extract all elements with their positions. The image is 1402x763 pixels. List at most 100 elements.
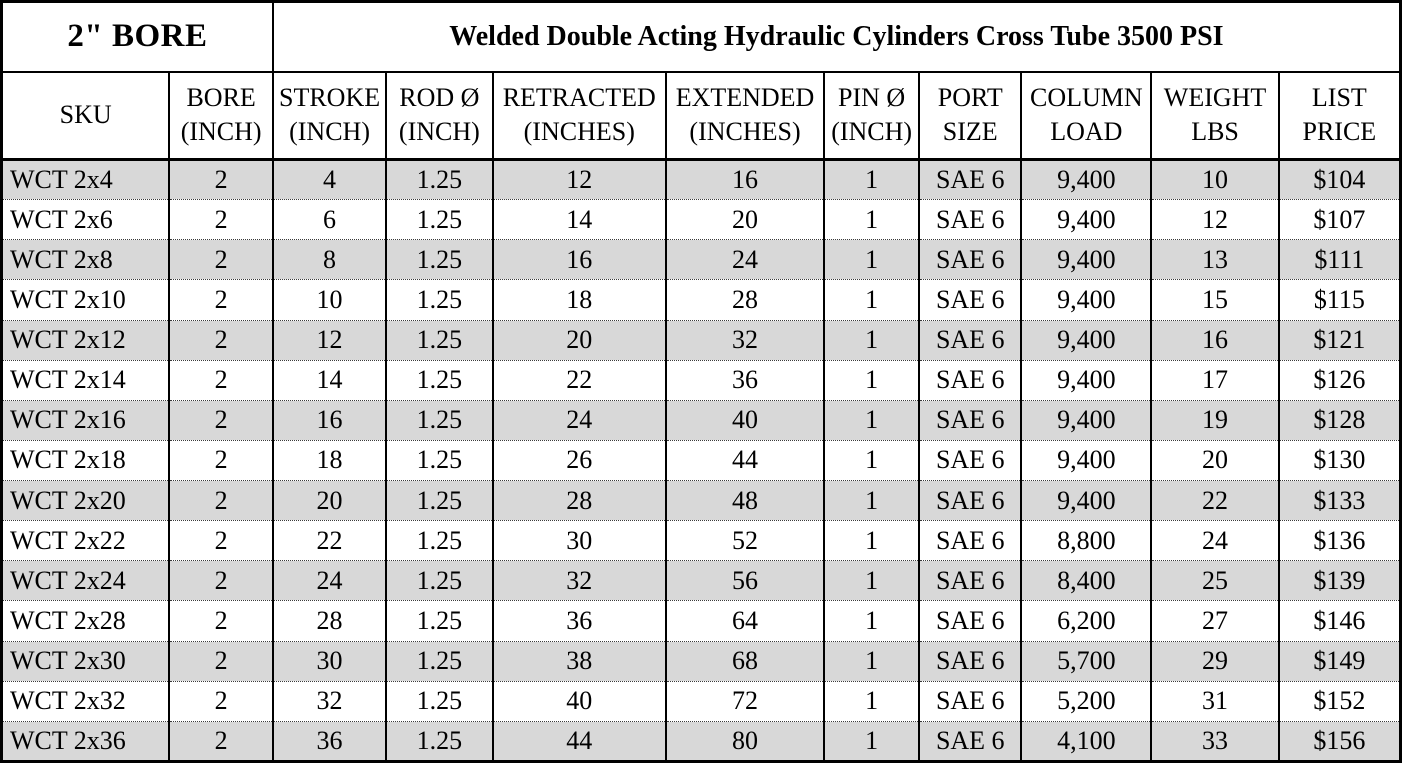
cell-column-load: 9,400 bbox=[1020, 199, 1153, 241]
column-header-weight: WEIGHT LBS bbox=[1150, 70, 1280, 161]
cell-sku: WCT 2x16 bbox=[0, 399, 171, 441]
column-header-line: EXTENDED bbox=[675, 83, 815, 113]
cell-retracted: 30 bbox=[491, 520, 667, 562]
cell-stroke: 10 bbox=[271, 279, 388, 321]
column-header-pin-dia: PIN Ø (INCH) bbox=[823, 70, 921, 161]
table-title: Welded Double Acting Hydraulic Cylinders… bbox=[271, 0, 1402, 73]
cell-rod-dia: 1.25 bbox=[385, 680, 494, 722]
cell-extended: 32 bbox=[664, 319, 826, 361]
cell-port-size: SAE 6 bbox=[918, 520, 1023, 562]
column-header-line: (INCHES) bbox=[523, 117, 635, 147]
cell-retracted: 36 bbox=[491, 600, 667, 642]
column-header-line: ROD Ø bbox=[399, 83, 480, 113]
cell-rod-dia: 1.25 bbox=[385, 319, 494, 361]
cell-column-load: 8,400 bbox=[1020, 560, 1153, 602]
cell-retracted: 38 bbox=[491, 640, 667, 682]
cell-port-size: SAE 6 bbox=[918, 439, 1023, 482]
cell-bore: 2 bbox=[168, 199, 274, 241]
cell-list-price: $115 bbox=[1277, 279, 1402, 321]
column-header-line: WEIGHT bbox=[1163, 83, 1267, 113]
cell-port-size: SAE 6 bbox=[918, 359, 1023, 401]
cell-stroke: 22 bbox=[271, 520, 388, 562]
cell-weight: 29 bbox=[1150, 640, 1280, 682]
cell-extended: 64 bbox=[664, 600, 826, 642]
cell-rod-dia: 1.25 bbox=[385, 279, 494, 321]
cell-list-price: $156 bbox=[1277, 720, 1402, 763]
cell-list-price: $149 bbox=[1277, 640, 1402, 682]
column-header-line: (INCH) bbox=[831, 117, 913, 147]
column-header-line: (INCH) bbox=[398, 117, 480, 147]
cell-retracted: 22 bbox=[491, 359, 667, 401]
cell-weight: 17 bbox=[1150, 359, 1280, 401]
column-header-line: (INCH) bbox=[289, 117, 370, 147]
column-header-line: (INCHES) bbox=[689, 117, 801, 147]
column-header-row: SKU BORE (INCH) STROKE (INCH) ROD Ø (INCH) RETR… bbox=[0, 70, 1402, 161]
cell-column-load: 9,400 bbox=[1020, 439, 1153, 482]
table-row: WCT 2x24 2 24 1.25 32 56 1 SAE 6 8,400 25 $139 bbox=[0, 560, 1402, 602]
cell-sku: WCT 2x10 bbox=[0, 279, 171, 321]
cell-rod-dia: 1.25 bbox=[385, 479, 494, 522]
cell-stroke: 24 bbox=[271, 560, 388, 602]
cell-list-price: $152 bbox=[1277, 680, 1402, 722]
cell-port-size: SAE 6 bbox=[918, 199, 1023, 241]
column-header-line: SKU bbox=[59, 100, 112, 130]
cell-column-load: 9,400 bbox=[1020, 399, 1153, 441]
cell-pin-dia: 1 bbox=[823, 680, 921, 722]
cell-port-size: SAE 6 bbox=[918, 680, 1023, 722]
column-header-extended: EXTENDED (INCHES) bbox=[664, 70, 826, 161]
cell-extended: 36 bbox=[664, 359, 826, 401]
table-row: WCT 2x18 2 18 1.25 26 44 1 SAE 6 9,400 20 $130 bbox=[0, 439, 1402, 482]
cell-rod-dia: 1.25 bbox=[385, 439, 494, 482]
cell-stroke: 12 bbox=[271, 319, 388, 361]
table-row: WCT 2x14 2 14 1.25 22 36 1 SAE 6 9,400 17 $126 bbox=[0, 359, 1402, 401]
cell-bore: 2 bbox=[168, 279, 274, 321]
cell-list-price: $111 bbox=[1277, 239, 1402, 281]
cell-retracted: 44 bbox=[491, 720, 667, 763]
column-header-line: LOAD bbox=[1050, 117, 1123, 147]
cell-sku: WCT 2x24 bbox=[0, 560, 171, 602]
cell-sku: WCT 2x32 bbox=[0, 680, 171, 722]
column-header-bore: BORE (INCH) bbox=[168, 70, 274, 161]
cell-pin-dia: 1 bbox=[823, 520, 921, 562]
cell-bore: 2 bbox=[168, 439, 274, 482]
cell-port-size: SAE 6 bbox=[918, 720, 1023, 763]
column-header-line: PRICE bbox=[1302, 117, 1377, 147]
column-header-line: PIN Ø bbox=[838, 83, 906, 113]
cell-bore: 2 bbox=[168, 319, 274, 361]
cell-weight: 25 bbox=[1150, 560, 1280, 602]
cell-rod-dia: 1.25 bbox=[385, 199, 494, 241]
cell-extended: 52 bbox=[664, 520, 826, 562]
cell-stroke: 20 bbox=[271, 479, 388, 522]
cell-stroke: 32 bbox=[271, 680, 388, 722]
table-row: WCT 2x8 2 8 1.25 16 24 1 SAE 6 9,400 13 $111 bbox=[0, 239, 1402, 281]
table-row: WCT 2x28 2 28 1.25 36 64 1 SAE 6 6,200 27 $146 bbox=[0, 600, 1402, 642]
cell-retracted: 18 bbox=[491, 279, 667, 321]
cell-port-size: SAE 6 bbox=[918, 479, 1023, 522]
cell-sku: WCT 2x14 bbox=[0, 359, 171, 401]
cell-bore: 2 bbox=[168, 157, 274, 201]
cell-weight: 31 bbox=[1150, 680, 1280, 722]
cell-rod-dia: 1.25 bbox=[385, 359, 494, 401]
cell-stroke: 6 bbox=[271, 199, 388, 241]
cell-extended: 16 bbox=[664, 157, 826, 201]
cell-bore: 2 bbox=[168, 600, 274, 642]
cell-column-load: 4,100 bbox=[1020, 720, 1153, 763]
cell-retracted: 24 bbox=[491, 399, 667, 441]
cell-sku: WCT 2x4 bbox=[0, 157, 171, 201]
column-header-line: (INCH) bbox=[180, 117, 262, 147]
column-header-line: LIST bbox=[1311, 83, 1367, 113]
cell-bore: 2 bbox=[168, 479, 274, 522]
cell-column-load: 5,200 bbox=[1020, 680, 1153, 722]
cell-pin-dia: 1 bbox=[823, 479, 921, 522]
cell-port-size: SAE 6 bbox=[918, 319, 1023, 361]
cell-pin-dia: 1 bbox=[823, 640, 921, 682]
cell-column-load: 9,400 bbox=[1020, 239, 1153, 281]
cell-rod-dia: 1.25 bbox=[385, 239, 494, 281]
cell-extended: 20 bbox=[664, 199, 826, 241]
cell-stroke: 8 bbox=[271, 239, 388, 281]
cell-sku: WCT 2x28 bbox=[0, 600, 171, 642]
cell-list-price: $104 bbox=[1277, 157, 1402, 201]
cell-list-price: $121 bbox=[1277, 319, 1402, 361]
cell-retracted: 26 bbox=[491, 439, 667, 482]
table-row: WCT 2x36 2 36 1.25 44 80 1 SAE 6 4,100 33 $156 bbox=[0, 720, 1402, 763]
